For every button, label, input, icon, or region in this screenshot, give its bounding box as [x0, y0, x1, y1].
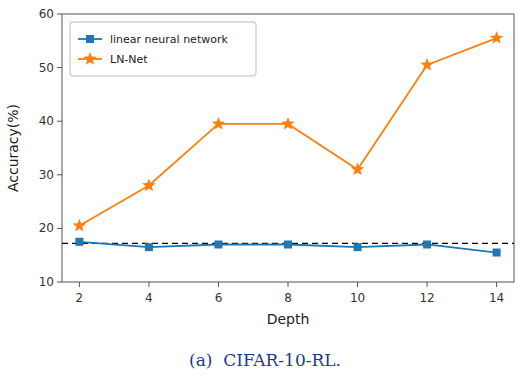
series-marker: [284, 240, 292, 248]
series-marker: [73, 219, 86, 232]
series-marker: [423, 240, 431, 248]
y-tick-label: 50: [39, 61, 54, 75]
series-marker: [420, 58, 433, 71]
legend: linear neural network LN-Net: [70, 22, 256, 76]
chart: 2 4 6 8 10 12 14 10 20 30 40 50 60 Depth Accuracy(%) li…: [0, 0, 530, 380]
x-tick-label: 4: [145, 291, 153, 305]
y-axis-label: Accuracy(%): [5, 104, 21, 192]
x-tick: [496, 282, 497, 287]
x-tick: [79, 282, 80, 287]
series-marker: [145, 243, 153, 251]
x-tick-label: 8: [284, 291, 292, 305]
legend-box: [70, 22, 256, 76]
y-tick: [57, 67, 62, 68]
series-marker: [142, 179, 155, 192]
x-axis-label: Depth: [267, 311, 310, 327]
series-marker: [493, 249, 501, 257]
x-tick-label: 12: [419, 291, 434, 305]
x-tick: [148, 282, 149, 287]
plot-frame: [62, 14, 514, 282]
y-tick-label: 20: [39, 221, 54, 235]
x-tick-label: 6: [215, 291, 223, 305]
y-tick: [57, 174, 62, 175]
y-tick-label: 30: [39, 168, 54, 182]
y-tick: [57, 228, 62, 229]
y-tick-label: 60: [39, 7, 54, 21]
caption: (a) CIFAR-10-RL.: [189, 350, 341, 370]
x-tick: [218, 282, 219, 287]
series-marker: [490, 31, 503, 44]
legend-marker: [83, 52, 96, 65]
legend-label: linear neural network: [110, 33, 228, 46]
x-tick: [288, 282, 289, 287]
x-tick-label: 14: [489, 291, 504, 305]
x-tick: [357, 282, 358, 287]
series-marker: [75, 238, 83, 246]
x-tick: [427, 282, 428, 287]
legend-marker: [86, 35, 94, 43]
series-marker: [212, 117, 225, 130]
x-tick-label: 10: [350, 291, 365, 305]
x-tick-label: 2: [76, 291, 84, 305]
series-marker: [281, 117, 294, 130]
series-marker: [351, 162, 364, 175]
series-marker: [354, 243, 362, 251]
y-tick-label: 10: [39, 275, 54, 289]
series-marker: [214, 240, 222, 248]
y-tick: [57, 282, 62, 283]
y-tick-label: 40: [39, 114, 54, 128]
y-tick: [57, 14, 62, 15]
plot-area: [62, 31, 514, 256]
y-tick: [57, 121, 62, 122]
legend-label: LN-Net: [110, 53, 148, 66]
